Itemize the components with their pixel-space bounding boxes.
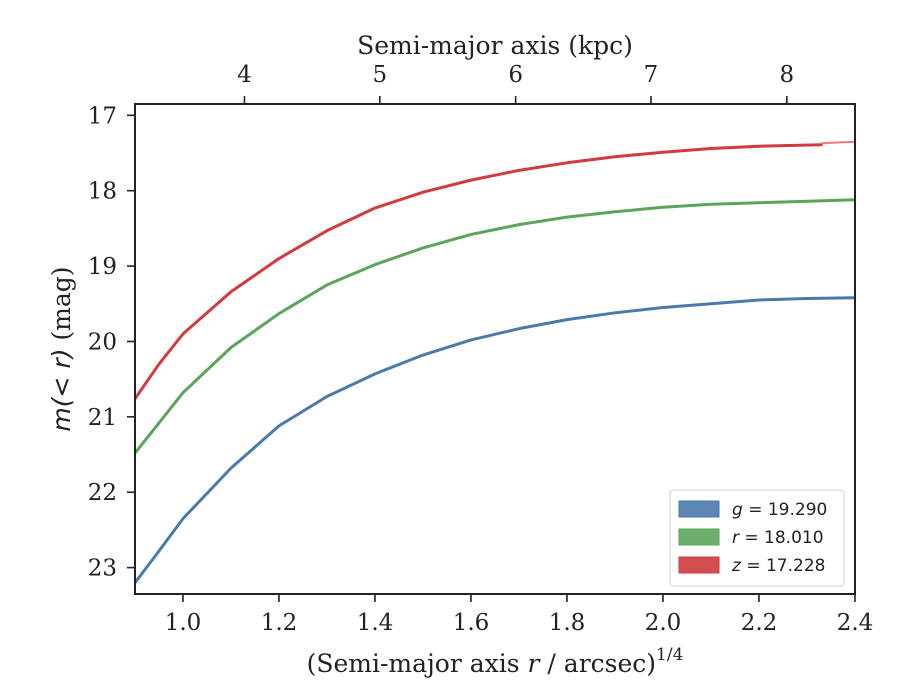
y-axis-title: m(< r) (mag): [47, 266, 76, 431]
legend-swatch-r: [678, 528, 720, 546]
axis-labels: (Semi-major axis r / arcsec)1/4 Semi-majo…: [47, 31, 683, 678]
x-tick-label: 1.8: [549, 610, 586, 636]
top-x-tick-label: 5: [372, 62, 387, 88]
legend-value: = 17.228: [741, 556, 826, 576]
x-tick-label: 2.2: [741, 610, 778, 636]
x-axis-title: (Semi-major axis r / arcsec)1/4: [307, 645, 684, 678]
series-line-g: [135, 296, 855, 585]
top-x-tick-label: 7: [644, 62, 659, 88]
x-tick-label: 1.6: [453, 610, 490, 636]
legend-swatch-g: [678, 500, 720, 518]
x-axis-title-post: / arcsec): [539, 649, 656, 678]
legend-label-z: z = 17.228: [731, 556, 825, 576]
x-axis-title-pre: (Semi-major axis: [307, 649, 528, 678]
legend-var: r: [732, 528, 740, 548]
axes: 1.0 1.2 1.4 1.6 1.8 2.0 2.2 2.4 17 18 19 20 21 22 23 4 5…: [88, 62, 874, 636]
y-tick-label: 17: [88, 103, 117, 129]
x-tick-label: 1.4: [357, 610, 394, 636]
y-axis-title-math: m(< r): [47, 349, 76, 432]
legend-var: z: [731, 556, 742, 576]
series-line-z: [135, 143, 823, 401]
series-line-z-extension: [821, 140, 855, 145]
legend-label-r: r = 18.010: [732, 528, 824, 548]
legend-value: = 19.290: [743, 500, 828, 520]
legend-value: = 18.010: [739, 528, 824, 548]
x-axis-title-var: r: [528, 649, 542, 678]
y-tick-label: 21: [88, 405, 117, 431]
x-tick-label: 2.0: [645, 610, 682, 636]
x-axis-title-exponent: 1/4: [656, 645, 683, 665]
series-line-r: [135, 198, 855, 455]
top-x-tick-label: 8: [780, 62, 795, 88]
y-tick-label: 18: [88, 179, 117, 205]
top-x-tick-label: 4: [237, 62, 252, 88]
y-axis-title-unit: (mag): [47, 266, 76, 348]
y-tick-label: 20: [88, 329, 117, 355]
legend-swatch-z: [678, 556, 720, 574]
y-tick-label: 22: [88, 480, 117, 506]
top-x-axis-title: Semi-major axis (kpc): [357, 31, 633, 60]
legend-var: g: [732, 500, 743, 520]
top-x-tick-label: 6: [508, 62, 523, 88]
plot-frame: [134, 103, 856, 595]
x-tick-label: 1.2: [261, 610, 298, 636]
x-tick-label: 1.0: [165, 610, 202, 636]
y-tick-label: 19: [88, 254, 117, 280]
y-tick-label: 23: [88, 556, 117, 582]
plot-area: [135, 140, 855, 585]
x-tick-label: 2.4: [837, 610, 874, 636]
legend-label-g: g = 19.290: [732, 500, 827, 520]
